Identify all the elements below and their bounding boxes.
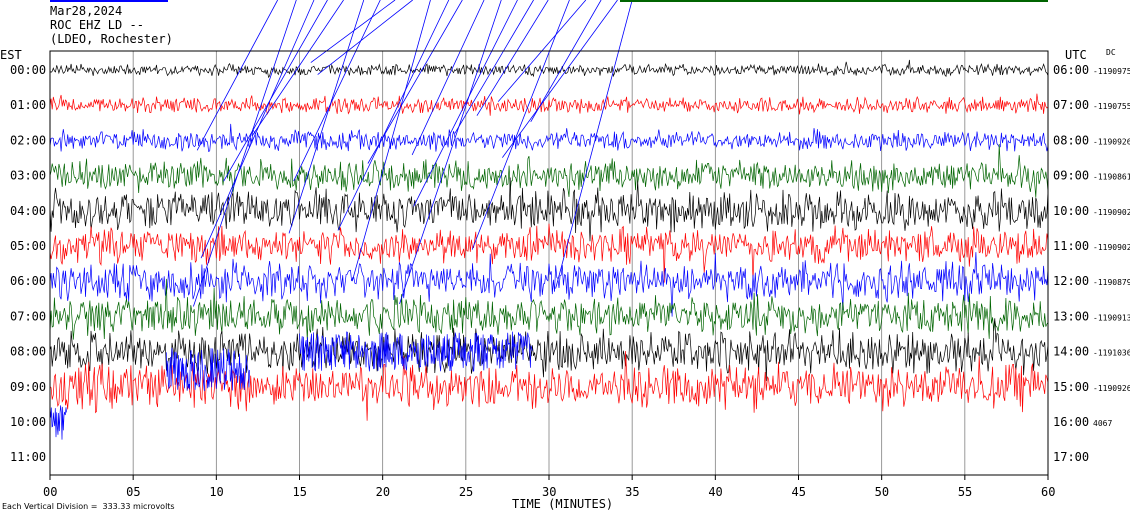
header-station: ROC EHZ LD -- (50, 18, 144, 32)
overflow-stroke (411, 0, 485, 156)
x-tick-label: 10 (209, 485, 223, 499)
overflow-stroke (196, 0, 278, 151)
local-time-label: 03:00 (10, 169, 46, 183)
x-tick-label: 15 (293, 485, 307, 499)
trace-row-0500 (49, 223, 1049, 283)
utc-time-label: 17:00 (1053, 450, 1089, 464)
utc-time-label: 07:00 (1053, 98, 1089, 112)
overflow-stroke (223, 0, 328, 182)
minute-gridlines (49, 51, 1049, 475)
local-time-label: 07:00 (10, 309, 46, 323)
local-time-label: 08:00 (10, 345, 46, 359)
dc-offset-label: -1190755 (1093, 102, 1130, 111)
overflow-stroke (413, 0, 518, 207)
local-time-label: 06:00 (10, 274, 46, 288)
dc-offset-label: -1190975 (1093, 67, 1130, 76)
header-date: Mar28,2024 (50, 4, 123, 18)
x-tick-label: 00 (43, 485, 57, 499)
trace-row-0600 (49, 252, 1049, 317)
trace-row-0300 (49, 143, 1049, 198)
dc-offset-label: -1190879 (1093, 278, 1130, 287)
x-tick-label: 05 (126, 485, 140, 499)
x-tick-label: 40 (708, 485, 722, 499)
utc-time-label: 13:00 (1053, 309, 1089, 323)
x-tick-label: 25 (459, 485, 473, 499)
overflow-stroke (476, 0, 549, 116)
overflow-stroke (293, 0, 381, 182)
overflow-stroke (200, 0, 315, 259)
dc-offset-label: -1191036 (1093, 349, 1130, 358)
overflow-stroke (288, 0, 365, 234)
dc-offset-header: DC (1106, 48, 1116, 57)
x-axis-ticks: 00 05 10 15 20 25 30 35 40 45 50 55 60 (43, 475, 1055, 499)
trace-row-0900 (49, 350, 1049, 421)
vertical-scale-note: Each Vertical Division = 333.33 microvol… (2, 502, 175, 511)
overflow-stroke (502, 0, 618, 158)
overflow-stroke (555, 0, 633, 289)
overflow-stroke (317, 0, 413, 75)
overflow-stroke (454, 0, 534, 134)
dc-offset-label: -1190926 (1093, 384, 1130, 393)
local-time-label: 01:00 (10, 98, 46, 112)
trace-row-0000 (49, 59, 1049, 79)
utc-time-label: 06:00 (1053, 63, 1089, 77)
local-time-label: 00:00 (10, 63, 46, 77)
local-time-label: 02:00 (10, 133, 46, 147)
x-tick-label: 45 (792, 485, 806, 499)
utc-time-label: 16:00 (1053, 415, 1089, 429)
dc-offset-label: -1190913 (1093, 313, 1130, 322)
utc-time-label: 10:00 (1053, 204, 1089, 218)
dc-offset-label: -1190902 (1093, 208, 1130, 217)
utc-time-label: 11:00 (1053, 239, 1089, 253)
x-tick-label: 20 (376, 485, 390, 499)
overflow-stroke (471, 0, 570, 250)
local-time-label: 04:00 (10, 204, 46, 218)
dc-offset-label: -1190861 (1093, 173, 1130, 182)
trace-row-0200 (49, 123, 1049, 153)
seismic-traces (49, 59, 1049, 440)
overflow-stroke (367, 0, 463, 164)
x-tick-label: 30 (542, 485, 556, 499)
local-time-label: 05:00 (10, 239, 46, 253)
local-time-label: 11:00 (10, 450, 46, 464)
trace-burst (166, 347, 250, 392)
overflow-stroke (351, 0, 431, 282)
trace-row-0800 (49, 318, 1049, 382)
overflow-stroke (310, 0, 396, 63)
trace-burst (49, 405, 67, 440)
utc-time-label: 15:00 (1053, 380, 1089, 394)
x-tick-label: 60 (1041, 485, 1055, 499)
dc-offset-label: 4067 (1093, 419, 1112, 428)
dc-offset-label: -1190926 (1093, 137, 1130, 146)
right-timezone-label: UTC (1065, 48, 1087, 62)
overflow-stroke (337, 0, 450, 231)
x-axis-label: TIME (MINUTES) (512, 497, 613, 511)
local-time-label: 09:00 (10, 380, 46, 394)
local-time-label: 10:00 (10, 415, 46, 429)
local-time-labels: 00:00 01:00 02:00 03:00 04:00 05:00 06:00 07:00… (10, 63, 46, 464)
trace-row-0700 (49, 278, 1049, 341)
dc-offset-label: -1190902 (1093, 243, 1130, 252)
header-network: (LDEO, Rochester) (50, 32, 173, 46)
left-timezone-label: EST (0, 48, 22, 62)
trace-burst (299, 331, 533, 372)
utc-time-labels: 06:00 -1190975 07:00 -1190755 08:00 -1190926 0… (1053, 63, 1130, 464)
overflow-stroke (251, 0, 344, 137)
utc-time-label: 08:00 (1053, 133, 1089, 147)
trace-row-0400 (49, 177, 1049, 242)
trace-row-0100 (49, 93, 1049, 116)
x-tick-label: 35 (625, 485, 639, 499)
x-tick-label: 50 (875, 485, 889, 499)
utc-time-label: 09:00 (1053, 169, 1089, 183)
utc-time-label: 12:00 (1053, 274, 1089, 288)
overflow-stroke (530, 0, 602, 122)
x-tick-label: 55 (958, 485, 972, 499)
utc-time-label: 14:00 (1053, 345, 1089, 359)
